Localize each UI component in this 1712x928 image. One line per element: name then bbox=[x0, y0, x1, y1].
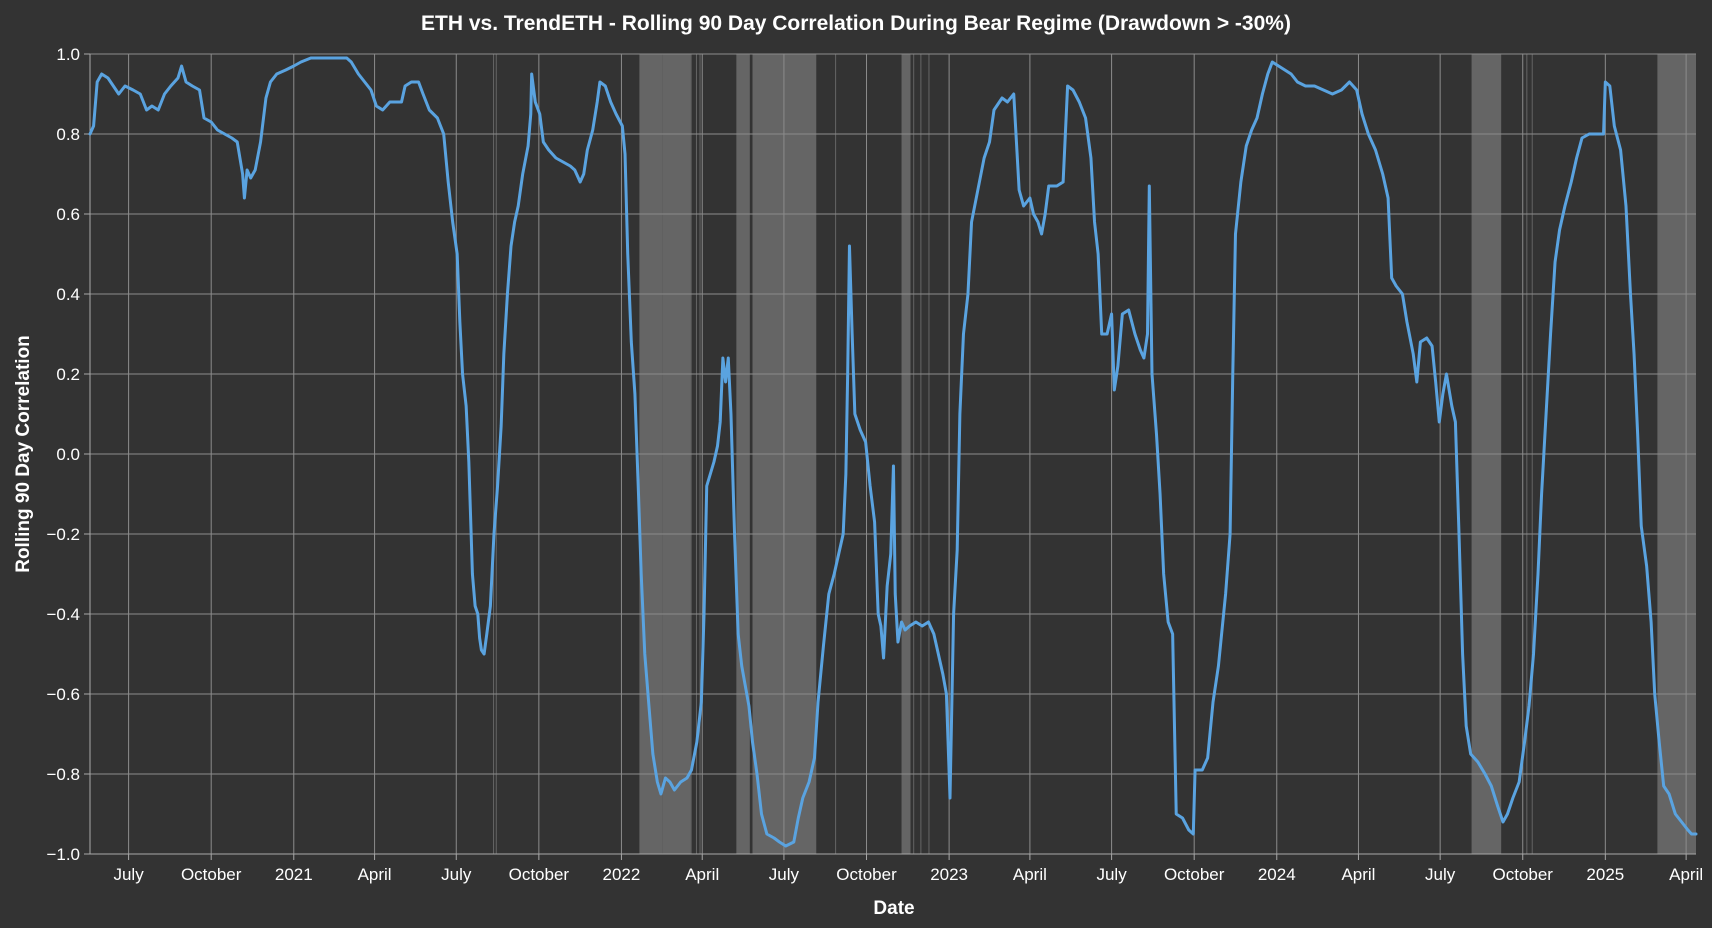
x-tick-label: October bbox=[509, 865, 570, 884]
y-axis-title: Rolling 90 Day Correlation bbox=[13, 335, 34, 573]
y-tick-label: −0.4 bbox=[46, 605, 80, 624]
chart-title: ETH vs. TrendETH - Rolling 90 Day Correl… bbox=[421, 12, 1291, 35]
y-tick-label: −0.8 bbox=[46, 765, 80, 784]
correlation-series-line bbox=[88, 56, 1698, 848]
x-tick-label: July bbox=[113, 865, 144, 884]
x-tick-label: April bbox=[685, 865, 719, 884]
x-tick-label: April bbox=[1341, 865, 1375, 884]
x-tick-label: 2022 bbox=[603, 865, 641, 884]
y-tick-label: 0.0 bbox=[56, 445, 80, 464]
x-tick-label: October bbox=[836, 865, 897, 884]
y-tick-label: −0.2 bbox=[46, 525, 80, 544]
x-tick-label: July bbox=[441, 865, 472, 884]
y-tick-label: 0.6 bbox=[56, 205, 80, 224]
series-layer bbox=[88, 56, 1698, 848]
x-tick-label: 2024 bbox=[1258, 865, 1296, 884]
tick-labels: 1.0 0.8 0.6 0.4 0.2 0.0 −0.2 −0.4 −0.6 −0.8 −1.0 Ju… bbox=[46, 45, 1703, 884]
x-tick-label: October bbox=[1493, 865, 1554, 884]
x-tick-label: April bbox=[358, 865, 392, 884]
y-tick-label: 0.8 bbox=[56, 125, 80, 144]
x-tick-label: 2023 bbox=[930, 865, 968, 884]
x-axis-title: Date bbox=[873, 898, 914, 919]
y-tick-label: 0.2 bbox=[56, 365, 80, 384]
x-tick-label: July bbox=[769, 865, 800, 884]
axes bbox=[84, 53, 1696, 860]
x-tick-label: October bbox=[181, 865, 242, 884]
x-tick-label: July bbox=[1096, 865, 1127, 884]
x-tick-label: 2021 bbox=[275, 865, 313, 884]
y-tick-label: −0.6 bbox=[46, 685, 80, 704]
y-tick-label: 1.0 bbox=[56, 45, 80, 64]
x-tick-label: 2025 bbox=[1586, 865, 1624, 884]
y-tick-label: 0.4 bbox=[56, 285, 80, 304]
x-tick-label: April bbox=[1669, 865, 1703, 884]
x-tick-label: October bbox=[1164, 865, 1225, 884]
x-tick-label: April bbox=[1013, 865, 1047, 884]
x-tick-label: July bbox=[1425, 865, 1456, 884]
y-tick-label: −1.0 bbox=[46, 845, 80, 864]
